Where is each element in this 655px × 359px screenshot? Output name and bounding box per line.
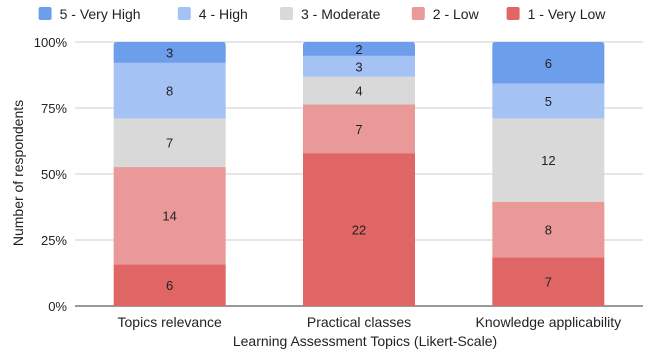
data-label: 7: [545, 275, 552, 290]
bar-rect: [492, 201, 605, 258]
data-label: 7: [355, 122, 362, 137]
legend-label: 3 - Moderate: [301, 6, 381, 22]
legend-item: 4 - High: [177, 6, 248, 22]
bar-rect: [492, 42, 605, 84]
bar-segment: 7: [492, 257, 605, 306]
y-axis-ticks: 0% 25% 50% 75% 100%: [34, 35, 68, 314]
bar-rect: [303, 55, 415, 77]
x-axis-label: Learning Assessment Topics (Likert-Scale…: [233, 333, 497, 349]
legend-label: 4 - High: [199, 6, 248, 22]
bar-segment: 8: [113, 62, 226, 119]
legend-swatch: [411, 7, 425, 20]
bar-rect: [492, 118, 605, 202]
bar-segment: 2: [303, 42, 415, 57]
legend-item: 3 - Moderate: [280, 6, 381, 22]
y-tick-label: 0%: [48, 299, 67, 314]
legend-item: 2 - Low: [411, 6, 480, 22]
x-axis-ticks: Topics relevance Practical classes Knowled…: [118, 314, 622, 330]
bar-segment: 8: [492, 201, 605, 258]
data-label: 14: [162, 209, 176, 224]
bar-rect: [303, 104, 415, 154]
legend-swatch: [177, 7, 191, 20]
bar-segment: 12: [492, 118, 605, 202]
bar-segment: 3: [303, 55, 415, 77]
bar-segment: 22: [303, 153, 415, 306]
legend-label: 1 - Very Low: [528, 6, 607, 22]
data-label: 8: [545, 223, 552, 238]
y-tick-label: 100%: [34, 35, 68, 50]
bar-rect: [492, 257, 605, 306]
bar-segment: 7: [113, 118, 226, 168]
legend-swatch: [506, 7, 520, 20]
y-tick-label: 75%: [41, 101, 67, 116]
bar-rect: [303, 42, 415, 56]
bar-segment: 3: [113, 42, 226, 63]
bar-segment: 7: [303, 104, 415, 154]
bar-rect: [303, 153, 415, 306]
data-label: 3: [355, 59, 362, 74]
data-label: 3: [166, 45, 173, 60]
data-label: 7: [166, 136, 173, 151]
legend-swatch: [38, 7, 52, 20]
bar-rect: [113, 167, 226, 265]
bars: 6 14 7 8 3 22 7 4 3 2 7 8 12 5 6: [113, 42, 605, 306]
data-label: 4: [355, 84, 362, 99]
bar-segment: 4: [303, 76, 415, 105]
y-tick-label: 50%: [41, 167, 67, 182]
bar-segment: 5: [492, 83, 605, 119]
y-tick-label: 25%: [41, 233, 67, 248]
data-label: 6: [545, 56, 552, 71]
x-tick-label: Knowledge applicability: [476, 314, 622, 330]
bar-rect: [303, 76, 415, 105]
legend: 5 - Very High 4 - High 3 - Moderate 2 - Low…: [38, 6, 607, 22]
legend-swatch: [280, 7, 293, 20]
bar-rect: [113, 118, 226, 168]
x-tick-label: Practical classes: [307, 314, 411, 330]
x-tick-label: Topics relevance: [118, 314, 222, 330]
y-axis-label: Number of respondents: [10, 100, 26, 246]
data-label: 6: [166, 278, 173, 293]
legend-label: 5 - Very High: [60, 6, 141, 22]
data-label: 12: [541, 153, 555, 168]
legend-item: 5 - Very High: [38, 6, 141, 22]
bar-rect: [113, 264, 226, 306]
data-label: 22: [352, 223, 366, 238]
data-label: 2: [355, 42, 362, 57]
bar-rect: [113, 42, 226, 63]
legend-label: 2 - Low: [433, 6, 480, 22]
bar-rect: [492, 83, 605, 119]
bar-rect: [113, 62, 226, 119]
data-label: 8: [166, 84, 173, 99]
legend-item: 1 - Very Low: [506, 6, 607, 22]
bar-segment: 14: [113, 167, 226, 265]
bar-segment: 6: [492, 42, 605, 84]
data-label: 5: [545, 94, 552, 109]
bar-segment: 6: [113, 264, 226, 306]
